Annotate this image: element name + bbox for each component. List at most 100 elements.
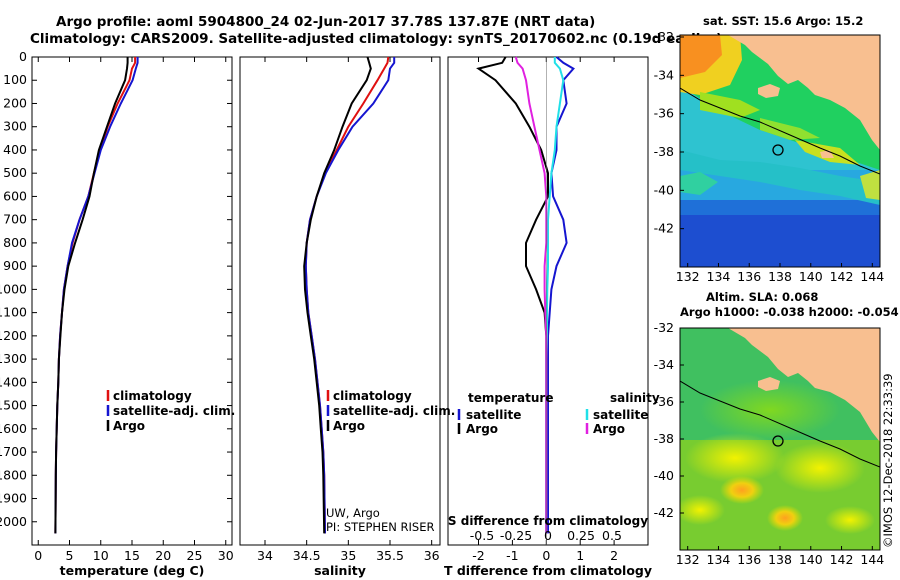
sla-map: Altim. SLA: 0.068 Argo h1000: -0.038 h20… [654,290,899,567]
temp-series-climatology [54,57,137,534]
diff-xtick-label: 0 [542,548,550,563]
sal-xlabel: salinity [314,563,366,578]
depth-tick-label: 1200 [0,328,27,343]
salinity-panel: 34 34.5 35 35.5 36 salinity climatologysatelli… [239,56,455,578]
depth-tick-label: 900 [3,258,27,273]
temp-xtick-label: 15 [124,548,140,563]
depth-tick-label: 1800 [0,467,27,482]
temp-legend-label: climatology [113,389,192,403]
depth-tick-label: 1000 [0,281,27,296]
map-ytick-label: -32 [654,320,674,335]
depth-tick-label: 700 [3,212,27,227]
profile-location-marker [772,144,784,156]
map-xtick-label: 144 [860,552,884,567]
diff-legend-left-label: Argo [466,422,498,436]
sal-xtick-label: 34 [257,548,273,563]
depth-tick-label: 400 [3,142,27,157]
sal-legend-label: satellite-adj. clim. [333,404,455,418]
diff-top-tick-label: 0 [544,528,552,543]
depth-tick-label: 500 [3,165,27,180]
diff-top-tick-label: 0.25 [567,528,595,543]
temp-xtick-label: 5 [66,548,74,563]
depth-tick-label: 0 [19,49,27,64]
sal-xtick-label: 36 [424,548,440,563]
depth-tick-label: 300 [3,119,27,134]
map-xtick-label: 140 [799,552,823,567]
map-xtick-label: 142 [830,269,854,284]
figure-title-line1: Argo profile: aoml 5904800_24 02-Jun-201… [56,14,595,30]
temp-legend-label: Argo [113,419,145,433]
map-ytick-label: -40 [654,468,674,483]
sal-xtick-label: 35.5 [376,548,404,563]
depth-tick-label: 200 [3,95,27,110]
temp-legend-label: satellite-adj. clim. [113,404,235,418]
diff-legend-sal-title: salinity [610,391,660,405]
map-ytick-label: -34 [654,67,674,82]
map-xtick-label: 138 [768,552,792,567]
temp-xlabel: temperature (deg C) [60,563,205,578]
temp-xtick-label: 20 [155,548,171,563]
sst-map-title: sat. SST: 15.6 Argo: 15.2 [703,14,863,28]
sal-series-satellite-adj-clim- [304,57,396,534]
map-xtick-label: 132 [676,269,700,284]
sal-xtick-label: 34.5 [293,548,321,563]
sst-map: sat. SST: 15.6 Argo: 15.2 132 134 136 138 14… [654,14,885,284]
diff-xlabel: T difference from climatology [444,563,652,578]
diff-top-axis-title: S difference from climatology [448,514,648,528]
land-mass-2 [728,328,880,442]
diff-xtick-label: 1 [576,548,584,563]
map-xtick-label: 144 [860,269,884,284]
map-ytick-label: -38 [654,431,674,446]
temp-xtick-label: 30 [218,548,234,563]
depth-tick-label: 100 [3,72,27,87]
depth-tick-label: 1600 [0,421,27,436]
difference-panel: -2 -1 0 1 2T difference from climatology temp… [444,56,660,578]
sal-series-argo [303,56,372,534]
depth-tick-label: 1900 [0,491,27,506]
depth-tick-label: 1400 [0,374,27,389]
map-ytick-label: -34 [654,357,674,372]
diff-xtick-label: -1 [506,548,518,563]
diff-axes-frame [447,56,649,546]
depth-tick-label: 1300 [0,351,27,366]
temp-series-argo [54,57,129,534]
sal-xtick-label: 35 [340,548,356,563]
map-ytick-label: -36 [654,394,674,409]
map-xtick-label: 136 [737,269,761,284]
diff-legend-left-label: satellite [466,408,521,422]
salinity-annotation: UW, Argo [326,506,380,520]
map-ytick-label: -36 [654,106,674,121]
map-xtick-label: 136 [737,552,761,567]
sal-legend-label: climatology [333,389,412,403]
map-ytick-label: -42 [654,221,674,236]
sal-legend-label: Argo [333,419,365,433]
diff-xtick-label: -2 [472,548,484,563]
temperature-panel: 0100200300400500600700800900100011001200… [0,49,235,578]
depth-tick-label: 1500 [0,398,27,413]
diff-top-tick-label: -0.5 [470,528,494,543]
depth-tick-label: 1700 [0,444,27,459]
salinity-annotation: PI: STEPHEN RISER [326,520,435,534]
map-ytick-label: -40 [654,182,674,197]
diff-xtick-label: 2 [610,548,618,563]
temp-xtick-label: 25 [187,548,203,563]
map-ytick-label: -32 [654,29,674,44]
depth-tick-label: 2000 [0,514,27,529]
diff-legend-right-label: Argo [593,422,625,436]
temp-xtick-label: 0 [34,548,42,563]
sal-axes-frame [239,56,441,546]
depth-tick-label: 800 [3,235,27,250]
depth-tick-label: 600 [3,188,27,203]
sal-series-climatology [304,56,390,534]
map-xtick-label: 140 [799,269,823,284]
diff-legend-temp-title: temperature [468,391,553,405]
profile-location-marker-2 [772,435,784,447]
diff-top-tick-label: 0.5 [602,528,622,543]
sla-map-title-2: Argo h1000: -0.038 h2000: -0.054 [680,305,899,319]
map-xtick-label: 134 [707,552,731,567]
imos-credit: ©IMOS 12-Dec-2018 22:33:39 [881,373,895,548]
diff-series-t-argo [476,56,549,534]
temp-xtick-label: 10 [93,548,109,563]
sla-map-title-1: Altim. SLA: 0.068 [706,290,818,304]
